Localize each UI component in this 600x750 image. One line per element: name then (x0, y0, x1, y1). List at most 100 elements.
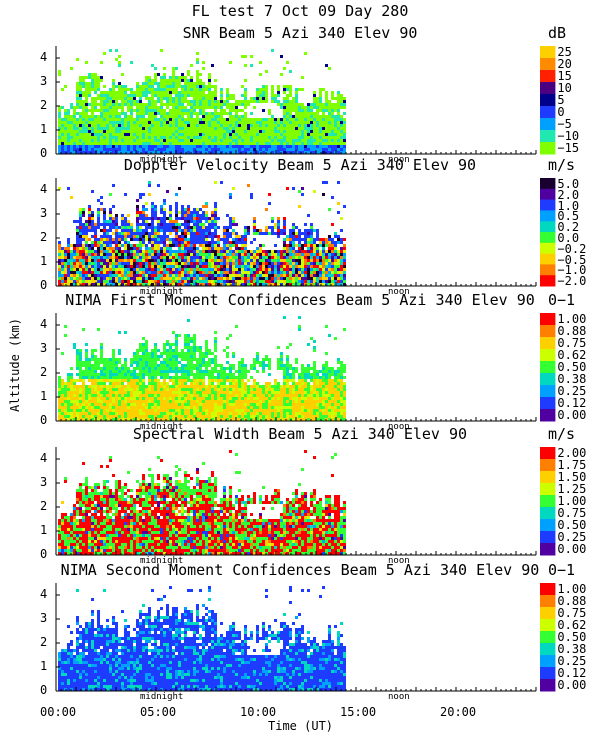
heatmap-cell (277, 142, 280, 145)
heatmap-cell (325, 280, 328, 283)
heatmap-cell (343, 121, 346, 124)
heatmap-cell (187, 70, 190, 73)
heatmap-cell (103, 145, 106, 148)
heatmap-cell (88, 370, 91, 373)
heatmap-cell (187, 103, 190, 106)
heatmap-cell (181, 223, 184, 226)
heatmap-cell (112, 232, 115, 235)
heatmap-cell (115, 415, 118, 418)
heatmap-cell (181, 109, 184, 112)
heatmap-cell (226, 244, 229, 247)
heatmap-cell (229, 220, 232, 223)
heatmap-cell (76, 118, 79, 121)
heatmap-cell (307, 247, 310, 250)
heatmap-cell (100, 361, 103, 364)
heatmap-cell (238, 274, 241, 277)
heatmap-cell (70, 145, 73, 148)
heatmap-cell (154, 115, 157, 118)
heatmap-cell (316, 262, 319, 265)
heatmap-cell (130, 238, 133, 241)
heatmap-cell (223, 142, 226, 145)
heatmap-cell (283, 262, 286, 265)
heatmap-cell (325, 238, 328, 241)
heatmap-cell (241, 247, 244, 250)
heatmap-cell (67, 187, 70, 190)
heatmap-cell (310, 280, 313, 283)
heatmap-cell (202, 127, 205, 130)
heatmap-cell (226, 142, 229, 145)
heatmap-cell (253, 136, 256, 139)
heatmap-cell (280, 139, 283, 142)
heatmap-cell (139, 97, 142, 100)
heatmap-cell (181, 253, 184, 256)
heatmap-cell (274, 268, 277, 271)
heatmap-cell (214, 133, 217, 136)
heatmap-cell (151, 91, 154, 94)
heatmap-cell (220, 268, 223, 271)
heatmap-cell (154, 103, 157, 106)
heatmap-cell (169, 82, 172, 85)
heatmap-cell (295, 118, 298, 121)
heatmap-cell (88, 91, 91, 94)
heatmap-cell (274, 142, 277, 145)
heatmap-cell (271, 268, 274, 271)
heatmap-cell (160, 262, 163, 265)
heatmap-cell (313, 259, 316, 262)
heatmap-cell (190, 238, 193, 241)
heatmap-cell (292, 103, 295, 106)
heatmap-cell (181, 229, 184, 232)
heatmap-cell (88, 226, 91, 229)
heatmap-cell (163, 220, 166, 223)
heatmap-cell (94, 382, 97, 385)
heatmap-cell (292, 241, 295, 244)
heatmap-cell (196, 70, 199, 73)
heatmap-cell (193, 232, 196, 235)
heatmap-cell (217, 139, 220, 142)
heatmap-cell (94, 97, 97, 100)
heatmap-cell (232, 262, 235, 265)
y-tick-label-3-2: 2 (40, 499, 48, 513)
heatmap-cell (64, 112, 67, 115)
heatmap-cell (151, 277, 154, 280)
midnight-label-0: midnight (140, 155, 184, 165)
heatmap-cell (76, 148, 79, 151)
heatmap-cell (79, 124, 82, 127)
heatmap-cell (292, 232, 295, 235)
heatmap-cell (145, 79, 148, 82)
heatmap-cell (280, 268, 283, 271)
heatmap-cell (88, 88, 91, 91)
heatmap-cell (58, 403, 61, 406)
heatmap-cell (232, 109, 235, 112)
heatmap-cell (79, 79, 82, 82)
heatmap-cell (259, 94, 262, 97)
heatmap-cell (190, 118, 193, 121)
heatmap-cell (112, 241, 115, 244)
heatmap-cell (271, 49, 274, 52)
heatmap-cell (325, 124, 328, 127)
heatmap-cell (163, 97, 166, 100)
heatmap-cell (103, 397, 106, 400)
heatmap-cell (298, 136, 301, 139)
heatmap-cell (58, 385, 61, 388)
heatmap-cell (202, 232, 205, 235)
heatmap-cell (58, 142, 61, 145)
heatmap-cell (226, 88, 229, 91)
heatmap-cell (163, 223, 166, 226)
heatmap-cell (91, 85, 94, 88)
heatmap-cell (124, 91, 127, 94)
y-tick-label-4-1: 1 (40, 659, 48, 673)
heatmap-cell (184, 253, 187, 256)
heatmap-cell (259, 61, 262, 64)
heatmap-cell (112, 121, 115, 124)
heatmap-cell (130, 106, 133, 109)
heatmap-cell (124, 331, 127, 334)
heatmap-cell (322, 145, 325, 148)
heatmap-cell (217, 259, 220, 262)
heatmap-cell (163, 79, 166, 82)
heatmap-0 (58, 49, 346, 154)
heatmap-cell (163, 256, 166, 259)
heatmap-cell (295, 262, 298, 265)
heatmap-cell (91, 235, 94, 238)
heatmap-cell (85, 148, 88, 151)
heatmap-cell (250, 262, 253, 265)
